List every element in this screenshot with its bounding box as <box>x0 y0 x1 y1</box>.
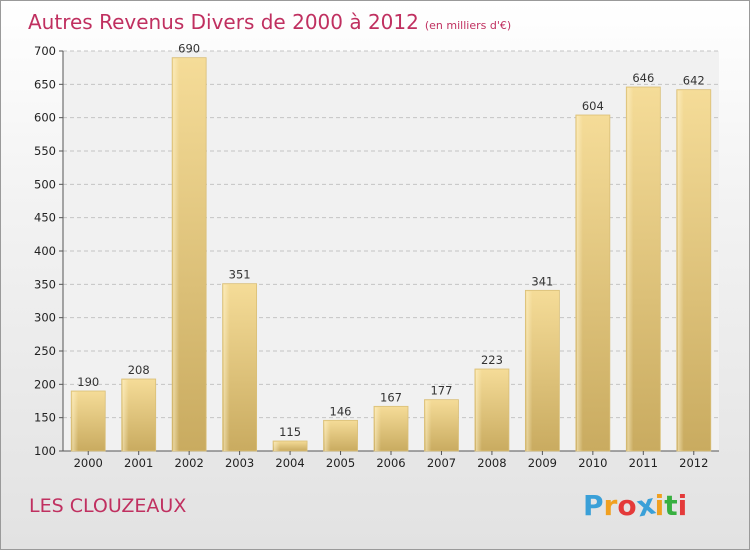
x-tick-label: 2008 <box>477 456 506 470</box>
value-label: 190 <box>77 375 99 389</box>
x-tick-label: 2001 <box>124 456 153 470</box>
bar-highlight <box>274 442 281 451</box>
bar-highlight <box>223 284 230 451</box>
y-tick-label: 500 <box>34 177 56 191</box>
place-name: LES CLOUZEAUX <box>29 495 187 517</box>
logo-letter: i <box>677 489 688 522</box>
y-tick-label: 100 <box>34 444 56 458</box>
bar-highlight <box>72 392 79 451</box>
value-label: 690 <box>178 42 200 56</box>
x-tick-label: 2011 <box>629 456 658 470</box>
y-tick-label: 600 <box>34 111 56 125</box>
value-label: 208 <box>128 363 150 377</box>
value-label: 604 <box>582 99 604 113</box>
bar-highlight <box>475 370 482 451</box>
x-tick-label: 2007 <box>427 456 456 470</box>
value-label: 146 <box>330 404 352 418</box>
x-tick-label: 2009 <box>528 456 557 470</box>
bar-highlight <box>576 116 583 451</box>
value-label: 177 <box>430 384 452 398</box>
x-tick-label: 2004 <box>275 456 304 470</box>
y-tick-label: 200 <box>34 377 56 391</box>
bar-highlight <box>173 58 180 452</box>
value-label: 115 <box>279 425 301 439</box>
y-tick-label: 150 <box>34 411 56 425</box>
bar-highlight <box>425 400 432 451</box>
bar-highlight <box>627 88 634 451</box>
x-tick-label: 2012 <box>679 456 708 470</box>
y-tick-label: 450 <box>34 211 56 225</box>
bar-highlight <box>375 407 381 451</box>
bar-highlight <box>526 291 533 451</box>
value-label: 642 <box>683 74 705 88</box>
x-tick-label: 2006 <box>376 456 405 470</box>
y-tick-label: 700 <box>34 44 56 58</box>
value-label: 646 <box>632 71 654 85</box>
proxiti-logo: Proxiti <box>583 487 688 523</box>
logo-letter: t <box>664 489 678 522</box>
y-tick-label: 650 <box>34 77 56 91</box>
value-label: 351 <box>229 268 251 282</box>
chart-unit: (en milliers d'€) <box>424 19 512 32</box>
chart-title: Autres Revenus Divers de 2000 à 2012 (en … <box>28 10 511 34</box>
logo-letter: i <box>654 489 665 522</box>
y-tick-label: 300 <box>34 311 56 325</box>
x-tick-label: 2005 <box>326 456 355 470</box>
x-tick-label: 2000 <box>74 456 103 470</box>
x-tick-label: 2010 <box>578 456 607 470</box>
y-tick-label: 400 <box>34 244 56 258</box>
logo-letter: P <box>583 489 604 522</box>
x-tick-label: 2002 <box>175 456 204 470</box>
bar-highlight <box>677 90 684 452</box>
y-tick-label: 250 <box>34 344 56 358</box>
value-label: 223 <box>481 353 503 367</box>
bar-highlight <box>122 380 129 451</box>
logo-letter: r <box>603 489 618 522</box>
x-tick-label: 2003 <box>225 456 254 470</box>
y-tick-label: 350 <box>34 277 56 291</box>
bar-highlight <box>324 421 331 451</box>
logo-letter: o <box>617 489 637 522</box>
chart-title-text: Autres Revenus Divers de 2000 à 2012 <box>28 10 419 34</box>
value-label: 341 <box>531 274 553 288</box>
value-label: 167 <box>380 390 402 404</box>
y-tick-label: 550 <box>34 144 56 158</box>
